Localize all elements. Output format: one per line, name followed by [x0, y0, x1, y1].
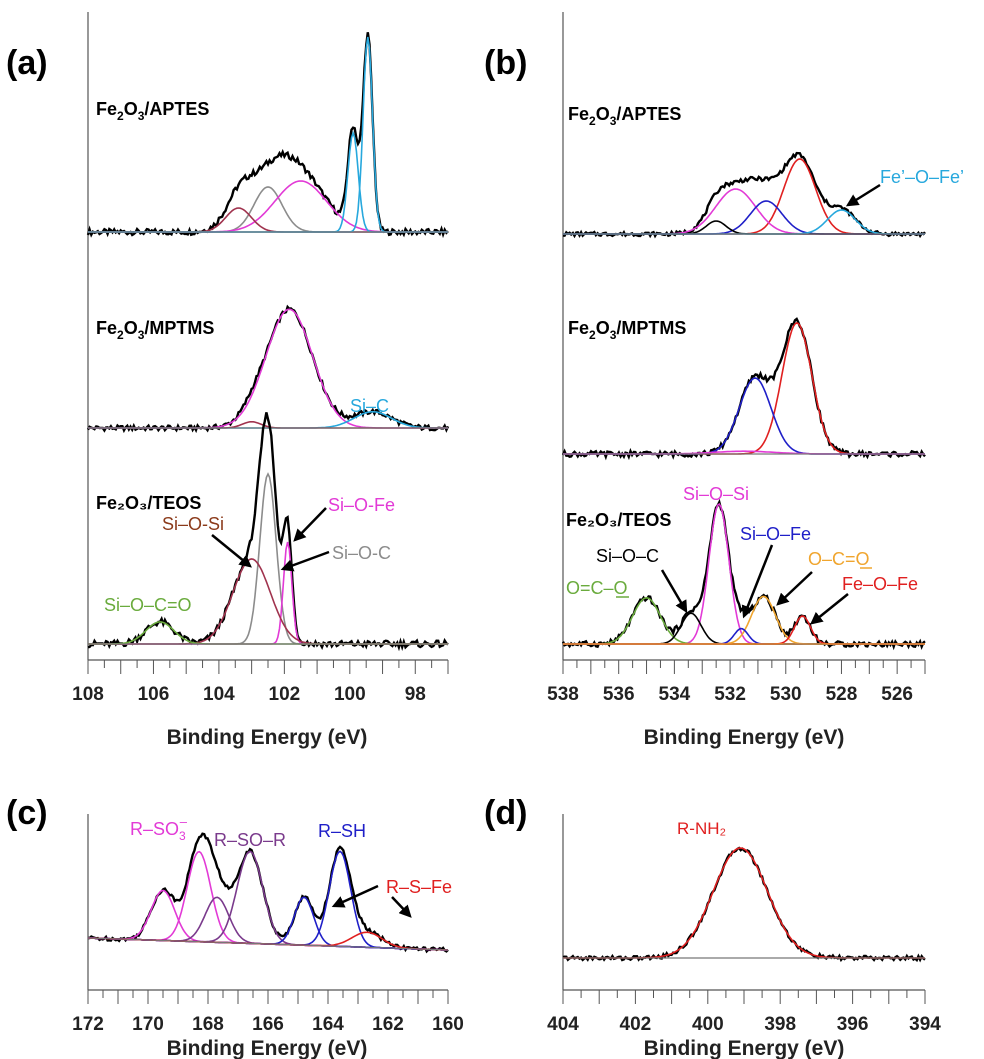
panel-b-label-mptms: Fe2O3/MPTMS: [568, 318, 686, 342]
annotation-si-o-c-b: Si–O–C: [596, 546, 659, 566]
x-tick-label: 168: [192, 1014, 224, 1035]
panel-b-label-aptes: Fe2O3/APTES: [568, 104, 681, 128]
panel-b-axes: 538 536 534 532 530 528 526: [547, 12, 926, 705]
envelope-curve: [562, 151, 926, 239]
fit-component-curve: [88, 180, 448, 233]
x-tick-label: 164: [312, 1014, 344, 1035]
panel-a-label-mptms: Fe2O3/MPTMS: [96, 318, 214, 342]
baseline: [87, 937, 449, 951]
arrow-o-c-o-b: [776, 571, 813, 606]
annotation-si-c: Si–C: [350, 396, 389, 416]
panel-a-axes: 108 106 104 102 100 98: [72, 12, 449, 705]
annotation-si-o-si-b: Si–O–Si: [683, 484, 749, 504]
arrow-si-o-c-b: [660, 569, 688, 614]
envelope-curve: [86, 32, 449, 239]
panel-a-label-teos: Fe₂O₃/TEOS: [96, 493, 201, 513]
panel-a-label-aptes: Fe2O3/APTES: [96, 99, 209, 123]
x-tick-label: 106: [138, 684, 170, 705]
x-tick-label: 102: [269, 684, 301, 705]
panel-c-xlabel: Binding Energy (eV): [167, 1037, 368, 1059]
arrow-si-o-fe-a: [293, 507, 327, 542]
x-tick-label: 108: [72, 684, 104, 705]
annotation-si-o-fe-b: Si–O–Fe: [740, 524, 811, 544]
panel-d-axes: 404 402 400 398 396 394: [547, 814, 941, 1035]
fit-component-curve: [88, 621, 448, 645]
fit-component-curve: [88, 130, 448, 233]
annotation-si-o-c-o-a: Si–O–C=O: [104, 595, 192, 615]
x-tick-label: 100: [334, 684, 366, 705]
fit-component-curve: [88, 541, 448, 645]
x-tick-label: 396: [837, 1014, 869, 1035]
spectra-curves: [86, 32, 926, 963]
x-tick-label: 394: [909, 1014, 941, 1035]
panel-label-a: (a): [6, 44, 48, 82]
panel-d-xlabel: Binding Energy (eV): [644, 1037, 845, 1059]
fit-component-curve: [88, 36, 448, 233]
x-tick-label: 398: [764, 1014, 796, 1035]
arrow-fe-o-fe-prime: [845, 183, 881, 207]
annotation-arrows: [211, 183, 881, 918]
panel-a-xlabel: Binding Energy (eV): [167, 726, 368, 749]
envelope-curve: [562, 846, 926, 963]
x-tick-label: 166: [252, 1014, 284, 1035]
annotation-o-c-o-b: O–C=O: [808, 549, 870, 569]
annotation-r-nh2: R-NH₂: [677, 819, 726, 838]
annotation-o-c-o-green: O=C–O: [566, 578, 628, 598]
envelope-curve: [561, 317, 926, 461]
panel-label-b: (b): [484, 44, 527, 82]
fit-component-curve: [563, 200, 925, 235]
arrow-si-o-fe-b: [741, 544, 774, 619]
fit-component-curve: [563, 322, 925, 455]
panel-label-c: (c): [6, 794, 48, 832]
fit-component-curve: [563, 188, 925, 235]
annotation-fe-o-fe-prime: Fe’–O–Fe’: [880, 167, 964, 187]
x-tick-label: 532: [714, 684, 746, 705]
x-tick-label: 104: [203, 684, 235, 705]
fit-component-curve: [563, 847, 925, 959]
arrow-r-s-fe-left: [331, 884, 379, 908]
annotation-r-so3: R–SO3–: [130, 814, 188, 843]
x-tick-label: 534: [659, 684, 691, 705]
x-tick-label: 400: [692, 1014, 724, 1035]
x-tick-label: 536: [603, 684, 635, 705]
annotation-r-sh: R–SH: [318, 821, 366, 841]
panel-b-label-teos: Fe₂O₃/TEOS: [566, 510, 671, 530]
panel-b-xlabel: Binding Energy (eV): [644, 726, 845, 749]
annotation-fe-o-fe: Fe–O–Fe: [842, 574, 918, 594]
x-tick-label: 170: [132, 1014, 164, 1035]
fit-component-curve: [88, 207, 448, 233]
x-tick-label: 404: [547, 1014, 579, 1035]
arrow-si-o-c-a: [280, 550, 330, 572]
annotation-r-s-fe: R–S–Fe: [386, 877, 452, 897]
x-tick-label: 526: [881, 684, 913, 705]
x-tick-label: 172: [72, 1014, 104, 1035]
annotation-si-o-fe-a: Si–O-Fe: [328, 495, 395, 515]
x-tick-label: 538: [547, 684, 579, 705]
arrow-si-o-si-a: [211, 534, 252, 568]
annotation-si-o-c-a: Si–O-C: [332, 543, 391, 563]
panel-c-axes: 172 170 168 166 164 162 160: [72, 814, 464, 1035]
x-tick-label: 530: [770, 684, 802, 705]
panel-label-d: (d): [484, 794, 527, 832]
x-tick-label: 98: [405, 684, 426, 705]
x-tick-label: 402: [620, 1014, 652, 1035]
x-tick-label: 160: [432, 1014, 464, 1035]
x-tick-label: 528: [826, 684, 858, 705]
arrow-r-s-fe-right: [391, 896, 412, 918]
annotation-si-o-si-a: Si–O-Si: [162, 514, 224, 534]
annotation-r-so-r: R–SO–R: [214, 830, 286, 850]
envelope-curve: [87, 412, 449, 652]
envelope-curve: [86, 304, 450, 434]
arrow-fe-o-fe: [810, 593, 849, 625]
x-tick-label: 162: [372, 1014, 404, 1035]
